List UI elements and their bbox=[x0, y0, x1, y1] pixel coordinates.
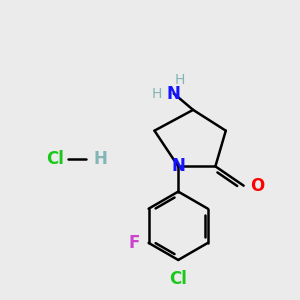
Text: Cl: Cl bbox=[169, 270, 187, 288]
Text: N: N bbox=[171, 157, 185, 175]
Text: H: H bbox=[152, 86, 162, 100]
Text: N: N bbox=[167, 85, 181, 103]
Text: H: H bbox=[94, 150, 107, 168]
Text: O: O bbox=[250, 177, 264, 195]
Text: H: H bbox=[175, 73, 185, 87]
Text: Cl: Cl bbox=[46, 150, 64, 168]
Text: F: F bbox=[128, 234, 140, 252]
